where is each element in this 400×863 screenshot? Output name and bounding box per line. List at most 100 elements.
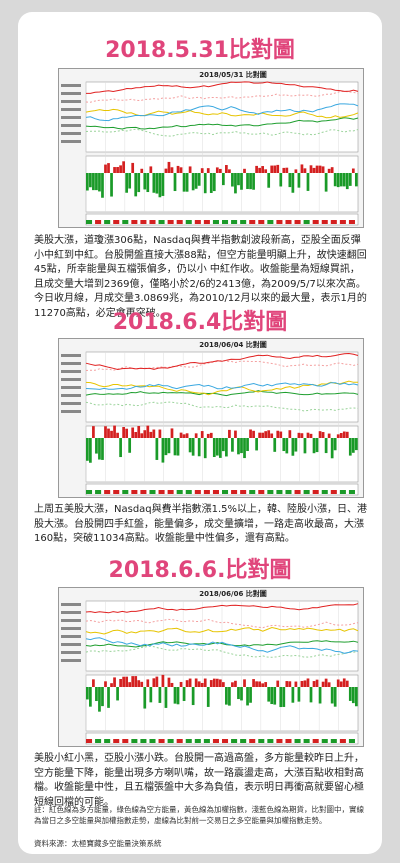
volume-bar (312, 220, 319, 224)
bar (282, 687, 286, 707)
volume-bar (167, 739, 174, 743)
bar (134, 676, 138, 687)
bar (116, 432, 119, 438)
yellow-line (85, 626, 359, 635)
dashed-line (85, 645, 359, 658)
volume-bar (222, 220, 229, 224)
volume-bar (303, 490, 310, 494)
bar (170, 682, 174, 687)
bar (321, 166, 325, 173)
bar (309, 687, 313, 703)
bar (225, 438, 228, 457)
bar (98, 438, 101, 460)
bar (261, 683, 265, 687)
bar (98, 687, 101, 712)
volume-bar (113, 739, 120, 743)
bar (131, 676, 135, 687)
bar (246, 687, 249, 706)
axis-label-stub (61, 124, 81, 127)
bar (267, 173, 271, 188)
volume-bar (131, 220, 138, 224)
volume-bar (203, 220, 210, 224)
volume-bar (312, 490, 319, 494)
bar (122, 161, 125, 173)
bar (149, 687, 153, 703)
bar (333, 438, 337, 451)
bar (194, 173, 198, 189)
bar (279, 687, 283, 708)
bar (86, 438, 89, 461)
bar (279, 431, 283, 438)
bar (333, 173, 337, 187)
volume-bar (249, 220, 256, 224)
bar (258, 432, 261, 438)
cyan-line (85, 637, 359, 654)
bar (345, 431, 349, 438)
volume-bar (321, 220, 328, 224)
bar (152, 678, 156, 687)
volume-bar (330, 739, 337, 743)
note: 註：紅色線為多方能量，綠色線為空方能量，黃色線為加權指數，淺藍色線為期貨，比對圖… (34, 805, 364, 825)
bar (125, 676, 129, 687)
volume-bar (240, 490, 247, 494)
chart-title: 2018/06/04 比對圖 (199, 340, 267, 349)
volume-bar (149, 739, 156, 743)
axis-label-stub (61, 386, 81, 389)
bar (110, 683, 113, 687)
volume-bar (194, 490, 201, 494)
bar (258, 681, 261, 687)
axis-label-stub (61, 92, 81, 95)
bar (197, 173, 201, 186)
bar (327, 682, 331, 687)
bar (128, 438, 132, 453)
volume-bar (185, 490, 192, 494)
bar (309, 165, 313, 173)
bar (215, 678, 219, 687)
bar (321, 432, 325, 438)
bar (267, 687, 271, 702)
bar (158, 687, 162, 703)
bar (234, 680, 237, 687)
volume-bar (167, 220, 174, 224)
volume-bar (258, 739, 265, 743)
bar (116, 687, 119, 701)
bar (215, 438, 219, 456)
bar (203, 438, 207, 459)
volume-bar (303, 220, 310, 224)
bar (197, 681, 201, 687)
bar (306, 432, 310, 438)
bar (333, 687, 337, 707)
bar (345, 173, 349, 190)
bar (327, 433, 331, 438)
bar (194, 433, 198, 438)
bar (89, 687, 92, 707)
volume-bar (231, 490, 238, 494)
axis-label-stub (61, 362, 81, 365)
bar (282, 438, 286, 452)
volume-bar (258, 490, 265, 494)
card: 2018.5.31比對圖 2018/05/31 比對圖 美股大漲，道瓊漲306點… (18, 12, 382, 854)
bar (173, 687, 177, 704)
volume-bar (330, 490, 337, 494)
bar (200, 431, 204, 438)
bar (264, 682, 268, 687)
bar (321, 681, 325, 687)
volume-bar (330, 220, 337, 224)
bar (303, 680, 307, 687)
bar (225, 165, 228, 173)
bar (191, 687, 195, 706)
bar (309, 433, 313, 438)
bar (113, 677, 116, 687)
bar (209, 432, 213, 438)
axis-label-stub (61, 627, 81, 630)
volume-bar (86, 490, 93, 494)
bar (161, 674, 165, 687)
bar (89, 438, 92, 463)
axis-label-stub (61, 643, 81, 646)
bar (276, 680, 280, 687)
bar (170, 428, 174, 438)
bar (291, 173, 295, 193)
cyan-line (85, 382, 359, 390)
bar (297, 687, 301, 702)
volume-bar (294, 739, 301, 743)
